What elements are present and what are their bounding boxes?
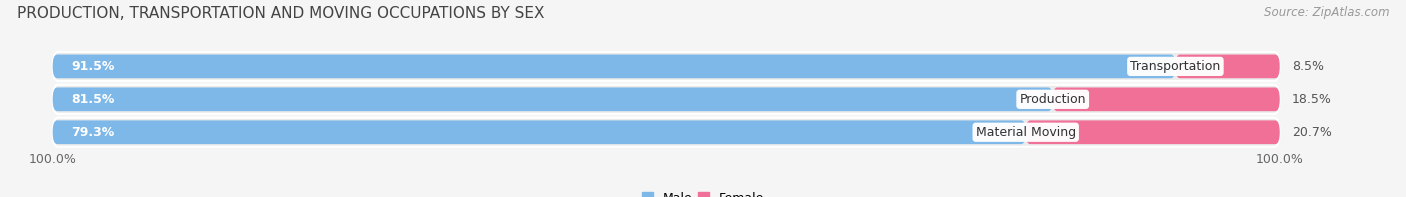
Text: Material Moving: Material Moving [976, 126, 1076, 139]
FancyBboxPatch shape [1026, 120, 1279, 144]
FancyBboxPatch shape [52, 52, 1279, 81]
Text: PRODUCTION, TRANSPORTATION AND MOVING OCCUPATIONS BY SEX: PRODUCTION, TRANSPORTATION AND MOVING OC… [17, 6, 544, 21]
Legend: Male, Female: Male, Female [641, 192, 765, 197]
Text: 100.0%: 100.0% [1256, 153, 1303, 166]
FancyBboxPatch shape [52, 87, 1053, 111]
Text: Production: Production [1019, 93, 1085, 106]
Text: 79.3%: 79.3% [72, 126, 114, 139]
FancyBboxPatch shape [52, 55, 1175, 78]
Text: 91.5%: 91.5% [72, 60, 114, 73]
Text: 20.7%: 20.7% [1292, 126, 1331, 139]
FancyBboxPatch shape [52, 118, 1279, 147]
Text: 8.5%: 8.5% [1292, 60, 1324, 73]
FancyBboxPatch shape [1053, 87, 1279, 111]
Text: Source: ZipAtlas.com: Source: ZipAtlas.com [1264, 6, 1389, 19]
FancyBboxPatch shape [52, 85, 1279, 114]
Text: 18.5%: 18.5% [1292, 93, 1331, 106]
FancyBboxPatch shape [1175, 55, 1279, 78]
Text: 81.5%: 81.5% [72, 93, 114, 106]
Text: 100.0%: 100.0% [28, 153, 76, 166]
Text: Transportation: Transportation [1130, 60, 1220, 73]
FancyBboxPatch shape [52, 120, 1026, 144]
